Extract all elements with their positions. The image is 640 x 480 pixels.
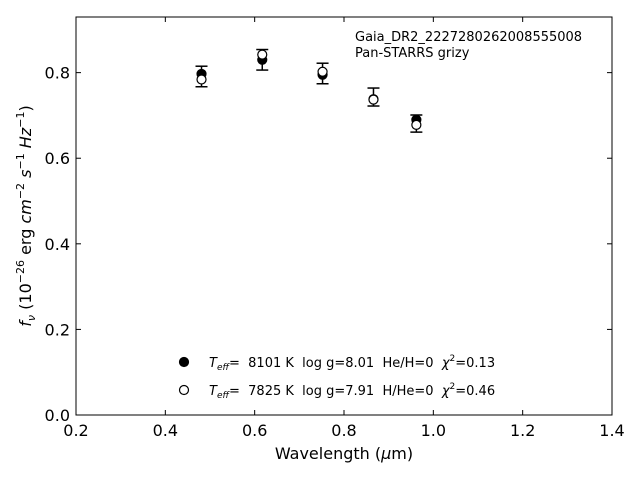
legend: Teff= 8101 K log g=8.01 He/H=0 χ2=0.13 Te… <box>178 354 495 401</box>
x-tick-label-2: 0.6 <box>242 421 267 440</box>
annotation-line-2: Pan-STARRS grizy <box>355 46 470 61</box>
x-tick-label-6: 1.4 <box>599 421 624 440</box>
data-marks <box>195 48 423 133</box>
y-tick-label-1: 0.2 <box>45 320 70 339</box>
y-tick-label-2: 0.4 <box>45 235 70 254</box>
x-tick-label-5: 1.2 <box>510 421 535 440</box>
open-point-0 <box>196 74 207 85</box>
annotation-line-1: Gaia_DR2_2227280262008555008 <box>355 30 582 45</box>
x-tick-label-0: 0.2 <box>63 421 88 440</box>
open-point-4 <box>411 119 422 130</box>
y-tick-label-3: 0.6 <box>45 149 70 168</box>
x-axis-label: Wavelength (μm) <box>275 444 413 463</box>
y-axis-label: fν (10−26 erg cm−2 s−1 Hz−1) <box>14 105 38 326</box>
open-point-3 <box>368 94 379 105</box>
open-point-1 <box>257 49 268 60</box>
legend-label-0: Teff= 8101 K log g=8.01 He/H=0 χ2=0.13 <box>209 354 495 373</box>
x-tick-label-1: 0.4 <box>153 421 178 440</box>
legend-label-1: Teff= 7825 K log g=7.91 H/He=0 χ2=0.46 <box>209 382 495 401</box>
y-tick-label-0: 0.0 <box>45 406 70 425</box>
legend-marker-0 <box>178 356 190 368</box>
x-axis-ticks: 0.2 0.4 0.6 0.8 1.0 1.2 1.4 <box>63 17 625 440</box>
y-tick-label-4: 0.8 <box>45 64 70 83</box>
x-tick-label-4: 1.0 <box>421 421 446 440</box>
y-axis-ticks: 0.0 0.2 0.4 0.6 0.8 <box>45 64 612 425</box>
x-tick-label-3: 0.8 <box>331 421 356 440</box>
legend-marker-1 <box>178 384 190 396</box>
open-point-2 <box>317 66 328 77</box>
